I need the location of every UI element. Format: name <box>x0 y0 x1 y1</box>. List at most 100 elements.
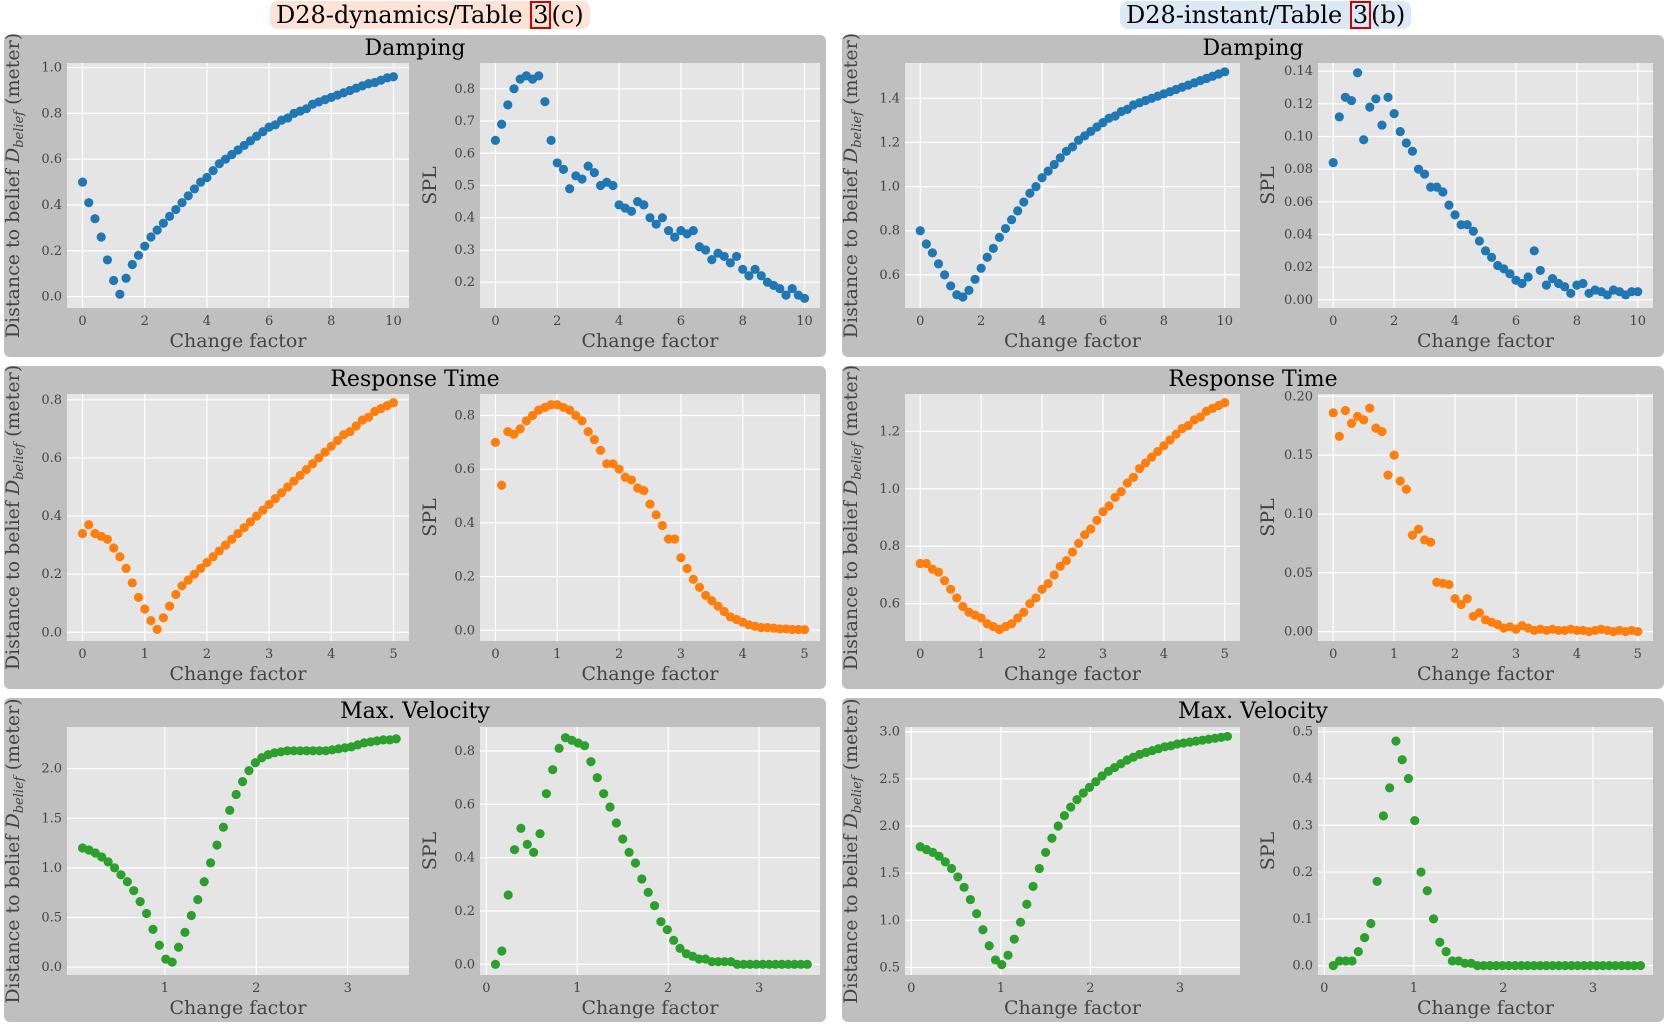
data-point <box>707 596 717 606</box>
panel-title: Damping <box>364 36 466 61</box>
data-point <box>546 135 556 145</box>
data-point <box>592 773 602 783</box>
data-point <box>1195 412 1206 422</box>
y-tick-label: 0.6 <box>41 152 62 167</box>
column-header-left: D28-dynamics/Table 3 (c) <box>270 0 590 32</box>
x-tick-label: 5 <box>800 647 808 662</box>
data-point <box>713 601 723 611</box>
data-point <box>289 476 299 486</box>
data-point <box>1059 811 1070 821</box>
data-point <box>363 412 374 422</box>
column-header-right-suffix: (b) <box>1371 1 1406 29</box>
data-point <box>637 874 647 884</box>
data-point <box>939 270 950 280</box>
data-point <box>577 174 587 184</box>
y-axis-label: Distance to belief Dbelief (meter) <box>840 698 865 1003</box>
data-point <box>921 558 931 569</box>
data-point <box>109 543 119 553</box>
x-tick-label: 10 <box>796 314 813 329</box>
data-point <box>933 259 944 269</box>
data-point <box>295 470 305 480</box>
data-point <box>270 494 280 504</box>
data-point <box>639 200 649 210</box>
plot-area <box>905 63 1240 308</box>
data-point <box>694 954 704 964</box>
data-point <box>212 840 222 850</box>
data-point <box>515 424 525 434</box>
column-header-right-label: D28-instant/Table 3 (b) <box>1120 1 1412 29</box>
x-tick-label: 1 <box>1410 981 1418 996</box>
chart-0: 0 2 4 6 8 10 0.0 0.2 0.4 0.6 0.8 1.0 Change factor Di… <box>2 33 409 352</box>
y-tick-label: 0.20 <box>1284 389 1313 404</box>
data-point <box>751 959 761 969</box>
data-point <box>497 119 507 129</box>
x-tick-label: 2 <box>141 314 149 329</box>
y-tick-label: 1.5 <box>879 866 900 881</box>
data-point <box>643 887 653 897</box>
data-point <box>589 435 599 445</box>
x-axis-label: Change factor <box>1417 330 1555 352</box>
data-point <box>1372 876 1382 887</box>
x-tick-label: 2 <box>977 314 985 329</box>
data-point <box>789 959 800 969</box>
data-point <box>497 480 507 490</box>
data-point <box>1391 736 1401 746</box>
data-point <box>1578 278 1588 289</box>
data-series <box>1328 68 1643 300</box>
data-point <box>140 241 150 251</box>
data-point <box>676 553 686 563</box>
y-tick-label: 1.0 <box>879 482 900 497</box>
data-point <box>1009 934 1019 944</box>
y-axis-label: SPL <box>419 166 441 205</box>
data-point <box>490 437 501 447</box>
x-tick-label: 2 <box>1499 981 1507 996</box>
y-tick-label: 0.0 <box>454 623 475 638</box>
data-point <box>214 546 224 556</box>
data-point <box>180 927 190 937</box>
x-tick-label: 3 <box>265 647 273 662</box>
data-point <box>308 746 318 756</box>
x-tick-label: 5 <box>1634 647 1642 662</box>
data-point <box>1220 67 1230 77</box>
data-point <box>1116 487 1126 497</box>
y-tick-label: 0.8 <box>41 393 62 408</box>
data-point <box>148 924 158 934</box>
y-tick-label: 0.6 <box>454 146 475 161</box>
data-point <box>237 776 248 787</box>
data-point <box>1171 429 1181 439</box>
data-point <box>915 226 925 236</box>
y-tick-label: 0.1 <box>1292 912 1313 927</box>
data-point <box>109 275 119 286</box>
data-point <box>1633 626 1643 637</box>
x-tick-label: 4 <box>739 647 747 662</box>
data-point <box>719 606 729 617</box>
x-tick-label: 1 <box>997 981 1005 996</box>
data-point <box>171 204 181 215</box>
table-ref-link-left[interactable]: 3 <box>530 1 552 29</box>
data-point <box>1474 236 1485 246</box>
data-point <box>326 441 336 451</box>
data-point <box>1529 246 1539 256</box>
data-point <box>770 959 781 969</box>
data-point <box>657 213 667 223</box>
y-tick-label: 0.2 <box>454 275 475 290</box>
data-point <box>965 894 975 905</box>
data-point <box>1159 441 1169 451</box>
table-ref-link-right[interactable]: 3 <box>1349 1 1372 29</box>
data-point <box>1541 280 1552 290</box>
data-point <box>1037 584 1047 594</box>
data-point <box>1462 594 1472 604</box>
data-point <box>231 789 241 800</box>
data-point <box>173 942 184 952</box>
y-tick-label: 0.8 <box>879 539 900 554</box>
data-point <box>233 528 243 539</box>
data-point <box>152 624 162 634</box>
data-point <box>1389 109 1399 119</box>
data-point <box>719 251 729 262</box>
chart-6: 0 1 2 3 4 5 0.6 0.8 1.0 1.2 Change factor Distance … <box>840 365 1240 685</box>
data-point <box>208 552 218 562</box>
data-point <box>701 590 711 600</box>
data-point <box>933 567 944 577</box>
data-point <box>982 252 992 262</box>
x-tick-label: 2 <box>553 314 561 329</box>
